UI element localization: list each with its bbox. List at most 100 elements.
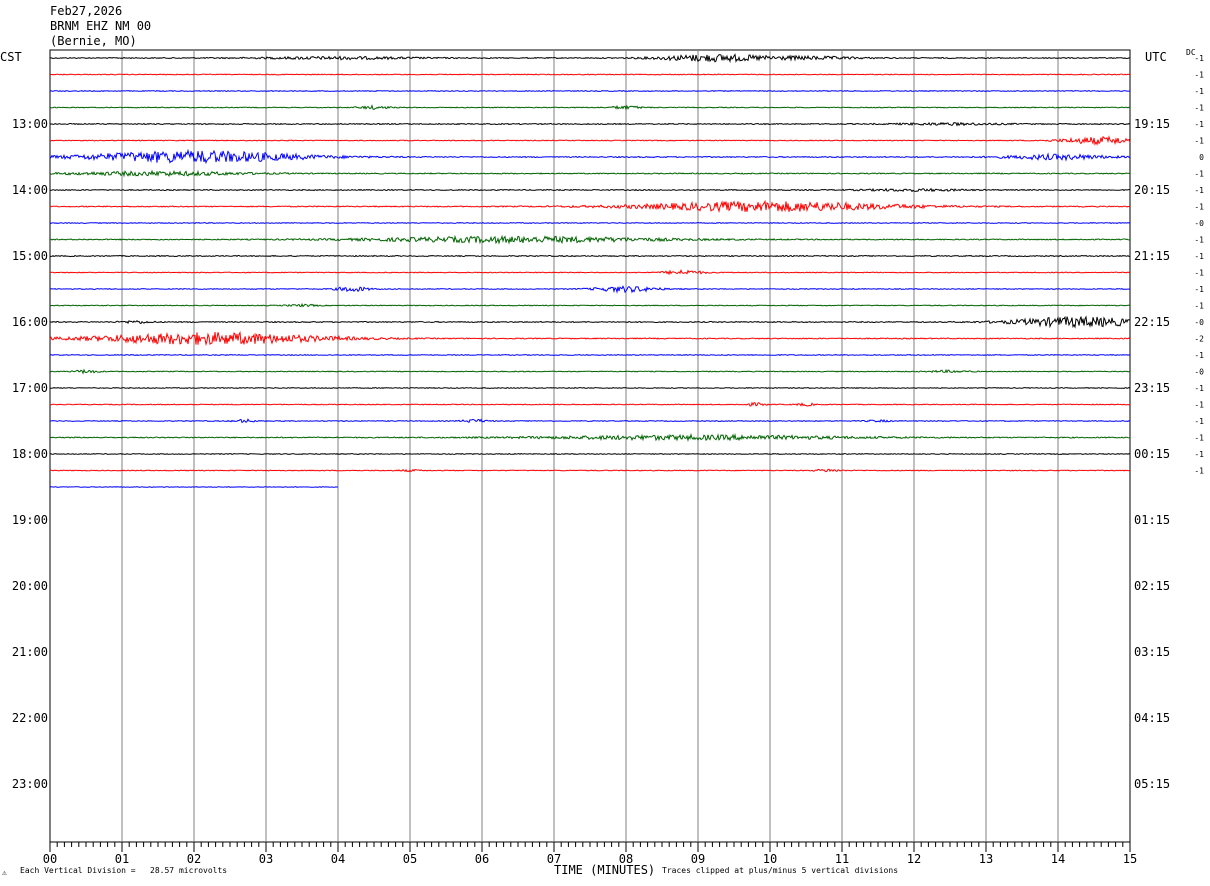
seismic-trace xyxy=(49,234,1131,245)
header-location: (Bernie, MO) xyxy=(50,34,137,48)
hour-label-right: 22:15 xyxy=(1134,315,1170,329)
x-tick-label: 15 xyxy=(1123,852,1137,866)
hour-label-right: 02:15 xyxy=(1134,579,1170,593)
x-tick-label: 10 xyxy=(763,852,777,866)
dc-offset-label: -1 xyxy=(1194,54,1204,63)
hour-label-left: 13:00 xyxy=(12,117,48,131)
seismic-trace xyxy=(49,73,1131,76)
x-tick-label: 07 xyxy=(547,852,561,866)
seismic-trace xyxy=(49,187,1130,193)
dc-offset-label: -2 xyxy=(1194,335,1204,344)
dc-offset-label: -1 xyxy=(1194,236,1204,245)
dc-offset-label: -1 xyxy=(1194,137,1204,146)
timezone-left-label: CST xyxy=(0,50,22,64)
plot-frame xyxy=(49,49,1131,843)
hour-label-left: 18:00 xyxy=(12,447,48,461)
seismic-trace xyxy=(49,104,1131,111)
seismic-trace xyxy=(49,486,338,488)
dc-offset-label: -1 xyxy=(1194,434,1204,443)
dc-offset-label: -1 xyxy=(1194,467,1204,476)
dc-offset-label: -1 xyxy=(1194,87,1204,96)
dc-offset-label: -1 xyxy=(1194,401,1204,410)
seismic-trace xyxy=(49,401,1131,407)
x-tick-label: 08 xyxy=(619,852,633,866)
seismic-trace xyxy=(49,254,1131,258)
hour-label-left: 22:00 xyxy=(12,711,48,725)
x-tick-label: 12 xyxy=(907,852,921,866)
hour-label-right: 23:15 xyxy=(1134,381,1170,395)
x-tick-label: 05 xyxy=(403,852,417,866)
seismic-trace xyxy=(49,386,1131,390)
dc-offset-label: -1 xyxy=(1194,186,1204,195)
seismic-trace xyxy=(49,330,1131,347)
hour-label-left: 19:00 xyxy=(12,513,48,527)
dc-offset-label: -0 xyxy=(1194,219,1204,228)
seismic-trace xyxy=(49,452,1131,456)
hour-label-right: 04:15 xyxy=(1134,711,1170,725)
seismic-trace xyxy=(49,268,1131,276)
dc-offset-label: -1 xyxy=(1194,269,1204,278)
seismic-trace xyxy=(49,433,1131,443)
x-tick-label: 01 xyxy=(115,852,129,866)
seismic-trace xyxy=(49,169,1131,178)
hour-label-left: 21:00 xyxy=(12,645,48,659)
hour-label-left: 23:00 xyxy=(12,777,48,791)
dc-offset-label: -1 xyxy=(1194,384,1204,393)
x-tick-label: 14 xyxy=(1051,852,1065,866)
x-axis-label: TIME (MINUTES) xyxy=(554,863,656,877)
hour-label-right: 19:15 xyxy=(1134,117,1170,131)
hour-label-left: 14:00 xyxy=(12,183,48,197)
hour-label-right: 20:15 xyxy=(1134,183,1170,197)
dc-offset-label: -1 xyxy=(1194,170,1204,179)
dc-offset-label: -1 xyxy=(1194,351,1204,360)
dc-offset-label: -1 xyxy=(1194,285,1204,294)
seismic-trace xyxy=(49,199,1131,214)
hour-label-right: 00:15 xyxy=(1134,447,1170,461)
seismic-trace xyxy=(49,418,1131,424)
seismic-trace xyxy=(49,302,1131,308)
dc-offset-label: -1 xyxy=(1194,104,1204,113)
dc-offset-label: -1 xyxy=(1194,120,1204,129)
dc-offset-label: -0 xyxy=(1194,318,1204,327)
seismic-trace xyxy=(49,368,1131,375)
x-tick-label: 13 xyxy=(979,852,993,866)
dc-offset-label: -1 xyxy=(1194,203,1204,212)
x-tick-label: 06 xyxy=(475,852,489,866)
seismic-trace xyxy=(49,148,1131,165)
dc-offset-label: -1 xyxy=(1194,417,1204,426)
x-tick-label: 11 xyxy=(835,852,849,866)
seismic-trace xyxy=(49,53,1131,64)
seismic-trace xyxy=(49,285,1131,294)
x-tick-label: 09 xyxy=(691,852,705,866)
header-date: Feb27,2026 xyxy=(50,4,123,18)
seismic-trace xyxy=(49,315,1131,329)
dc-offset-label: -1 xyxy=(1194,252,1204,261)
x-tick-label: 00 xyxy=(43,852,57,866)
dc-offset-label: 0 xyxy=(1199,153,1204,162)
x-tick-label: 04 xyxy=(331,852,345,866)
dc-offset-label: -1 xyxy=(1194,302,1204,311)
seismic-trace xyxy=(49,353,1131,357)
seismic-trace xyxy=(49,135,1131,146)
hour-label-right: 21:15 xyxy=(1134,249,1170,263)
seismic-trace xyxy=(49,221,1131,225)
warning-icon: ⚠ xyxy=(2,868,7,877)
dc-offset-label: -1 xyxy=(1194,71,1204,80)
hour-label-left: 16:00 xyxy=(12,315,48,329)
hour-label-left: 20:00 xyxy=(12,579,48,593)
footer-clip-note: Traces clipped at plus/minus 5 vertical … xyxy=(662,866,899,875)
timezone-right-label: UTC xyxy=(1145,50,1167,64)
seismic-trace xyxy=(49,121,1131,127)
hour-label-right: 01:15 xyxy=(1134,513,1170,527)
dc-offset-label: -0 xyxy=(1194,368,1204,377)
seismic-trace xyxy=(49,468,1131,473)
hour-label-left: 15:00 xyxy=(12,249,48,263)
hour-label-left: 17:00 xyxy=(12,381,48,395)
x-tick-label: 03 xyxy=(259,852,273,866)
footer-scale-note: Each Vertical Division = 28.57 microvolt… xyxy=(20,866,228,875)
hour-label-right: 03:15 xyxy=(1134,645,1170,659)
dc-offset-label: -1 xyxy=(1194,450,1204,459)
seismic-trace xyxy=(49,89,1130,93)
header-station: BRNM EHZ NM 00 xyxy=(50,19,152,33)
